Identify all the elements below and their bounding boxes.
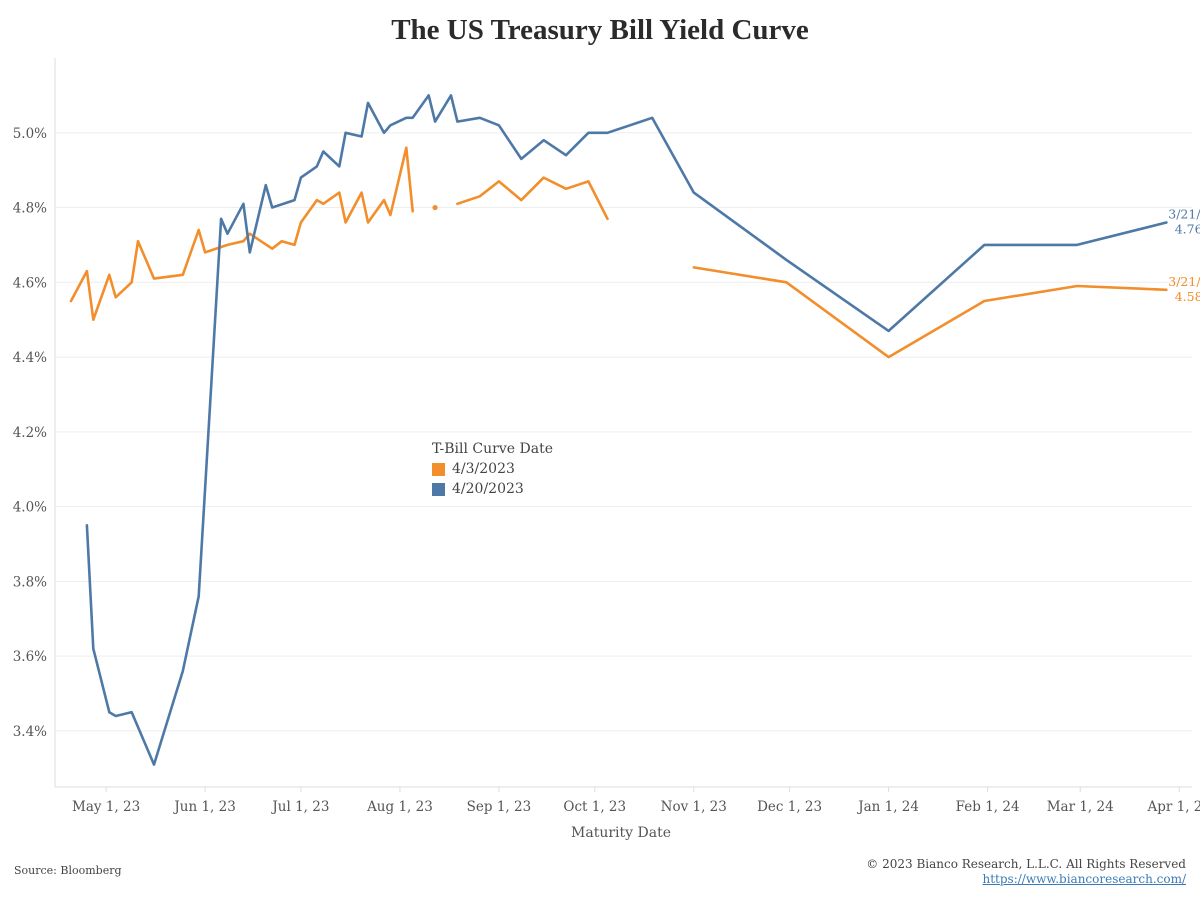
source-note: Source: Bloomberg xyxy=(14,864,122,877)
legend-label: 4/3/2023 xyxy=(452,461,515,477)
series-line-apr-20 xyxy=(85,94,1168,766)
x-axis-title: Maturity Date xyxy=(571,825,671,841)
x-tick-label: Feb 1, 24 xyxy=(956,799,1020,815)
x-tick-label: Oct 1, 23 xyxy=(563,799,626,815)
y-tick-label: 3.4% xyxy=(13,724,47,740)
y-tick-label: 3.6% xyxy=(13,649,47,665)
legend-title: T-Bill Curve Date xyxy=(432,441,553,457)
end-value-label: 4.58% xyxy=(1175,289,1200,304)
y-tick-label: 4.0% xyxy=(13,500,47,516)
y-tick-label: 4.8% xyxy=(13,201,47,217)
axes xyxy=(54,58,1192,792)
x-tick-label: Apr 1, 24 xyxy=(1146,799,1200,815)
y-tick-label: 4.6% xyxy=(13,275,47,291)
y-tick-label: 5.0% xyxy=(13,126,47,142)
x-tick-label: May 1, 23 xyxy=(72,799,140,815)
x-tick-label: Dec 1, 23 xyxy=(757,799,822,815)
end-value-label: 4.76% xyxy=(1175,221,1200,236)
x-tick-label: Sep 1, 23 xyxy=(467,799,532,815)
series-lines xyxy=(69,94,1168,766)
x-tick-label: Mar 1, 24 xyxy=(1047,799,1114,815)
y-tick-label: 4.2% xyxy=(13,425,47,441)
end-date-label: 3/21/24 xyxy=(1168,206,1200,221)
legend-item-4-20-2023[interactable]: 4/20/2023 xyxy=(432,479,553,499)
y-tick-labels: 3.4% 3.6% 3.8% 4.0% 4.2% 4.4% 4.6% 4.8% 5.0% xyxy=(13,126,47,740)
legend-swatch-blue xyxy=(432,482,445,496)
copyright-text: © 2023 Bianco Research, L.L.C. All Right… xyxy=(866,857,1186,871)
website-link[interactable]: https://www.biancoresearch.com/ xyxy=(982,872,1186,886)
end-date-label: 3/21/24 xyxy=(1168,274,1200,289)
gridlines xyxy=(55,132,1192,732)
x-tick-label: Jan 1, 24 xyxy=(856,799,919,815)
chart-title: The US Treasury Bill Yield Curve xyxy=(391,14,809,46)
legend: T-Bill Curve Date 4/3/2023 4/20/2023 xyxy=(432,441,553,499)
legend-label: 4/20/2023 xyxy=(452,481,524,497)
x-tick-label: Jul 1, 23 xyxy=(270,799,329,815)
series-point xyxy=(432,204,438,211)
x-tick-label: Aug 1, 23 xyxy=(366,799,433,815)
end-annotations: 3/21/244.76%3/21/244.58% xyxy=(1168,206,1200,303)
x-tick-labels: May 1, 23 Jun 1, 23 Jul 1, 23 Aug 1, 23 Sep … xyxy=(72,799,1200,815)
x-tick-label: Jun 1, 23 xyxy=(172,799,235,815)
legend-swatch-orange xyxy=(432,462,445,476)
series-line-apr-3 xyxy=(69,146,415,322)
series-line-apr-3 xyxy=(692,266,1168,359)
series-line-apr-3 xyxy=(456,176,609,221)
legend-item-4-3-2023[interactable]: 4/3/2023 xyxy=(432,459,553,479)
copyright-block: © 2023 Bianco Research, L.L.C. All Right… xyxy=(866,857,1186,887)
x-tick-label: Nov 1, 23 xyxy=(661,799,727,815)
y-tick-label: 3.8% xyxy=(13,574,47,590)
y-tick-label: 4.4% xyxy=(13,350,47,366)
